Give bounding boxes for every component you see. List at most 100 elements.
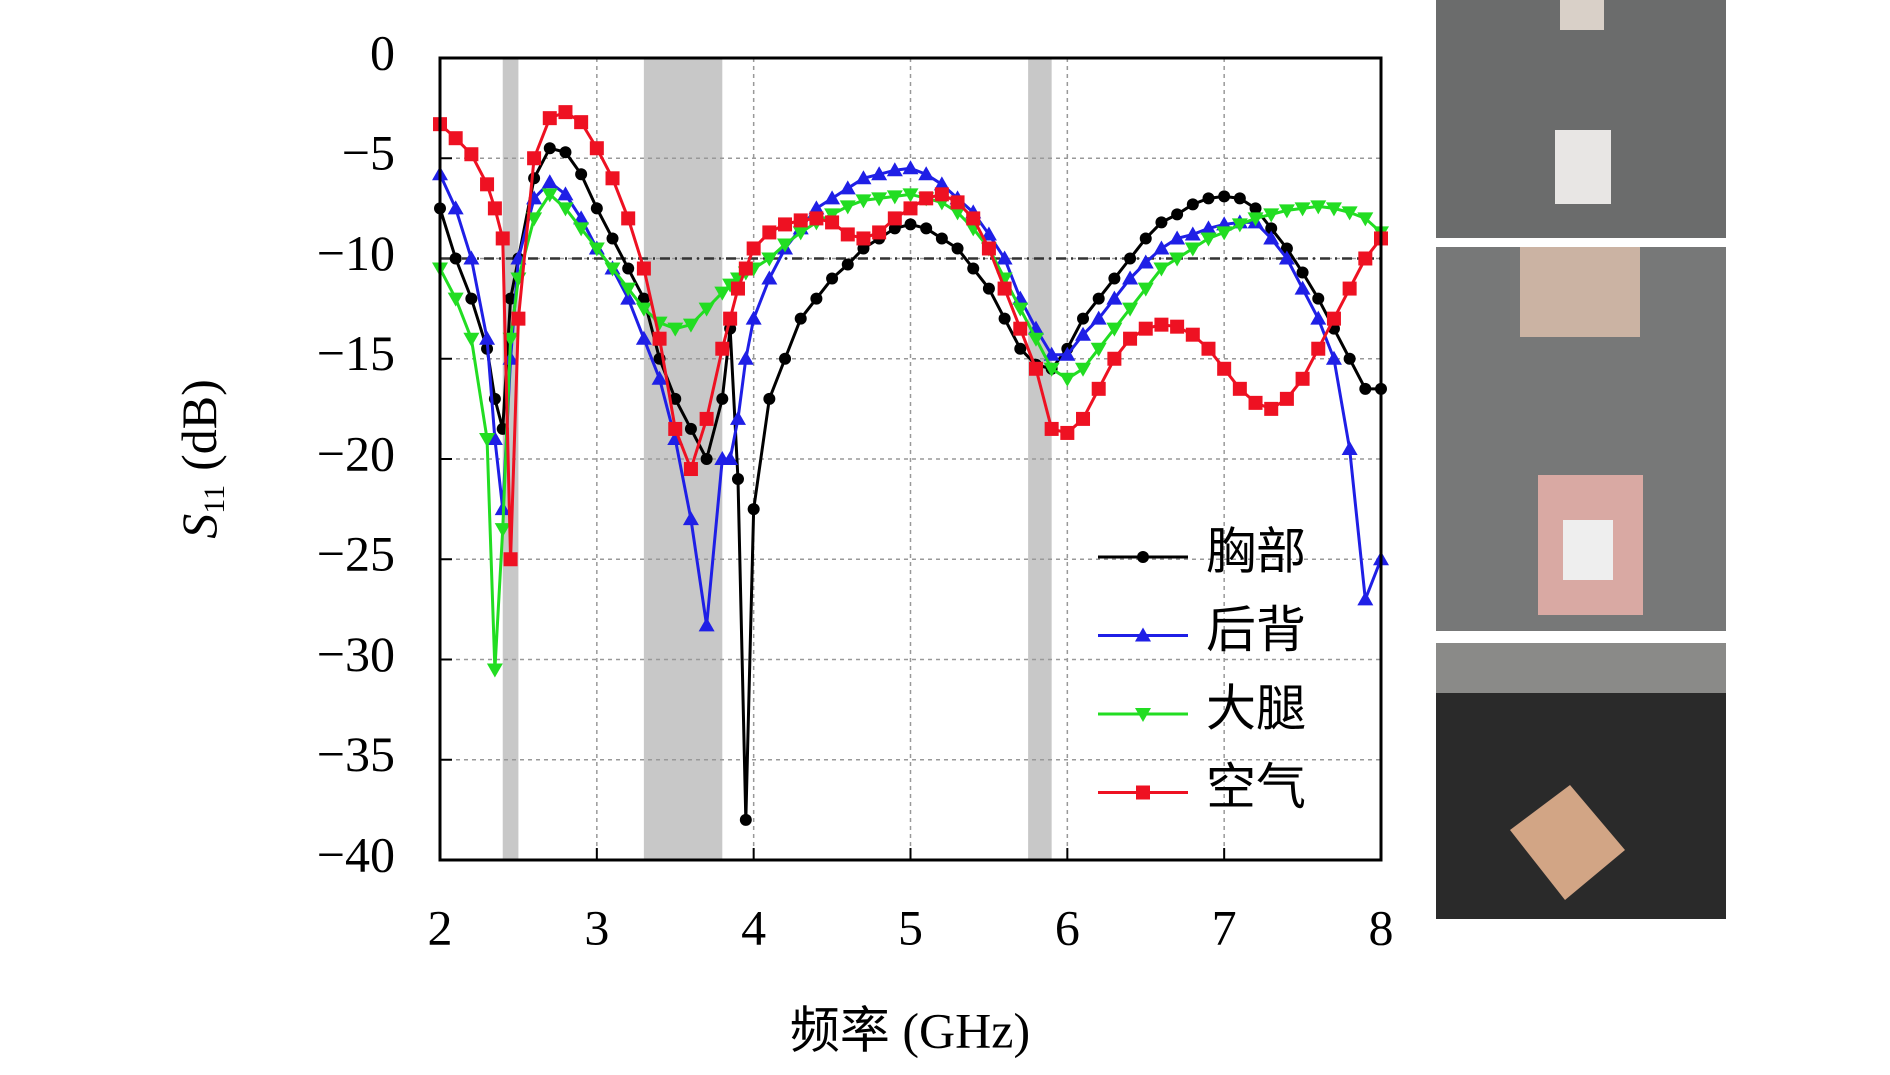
photo-neck [1520, 247, 1640, 337]
marker [1043, 346, 1060, 361]
marker [1279, 391, 1294, 406]
marker [933, 176, 950, 191]
marker [1059, 346, 1076, 361]
marker [606, 232, 619, 245]
marker [1135, 708, 1151, 722]
x-tick-label: 8 [1369, 899, 1394, 955]
marker [1138, 321, 1153, 336]
marker [1341, 440, 1358, 455]
marker [463, 332, 480, 347]
marker [997, 281, 1012, 296]
marker [447, 200, 464, 215]
marker [1124, 252, 1137, 265]
marker [967, 262, 980, 275]
marker [1264, 401, 1279, 416]
marker [1201, 341, 1216, 356]
marker [1028, 361, 1043, 376]
marker [747, 503, 760, 516]
marker [920, 222, 933, 235]
photo-antenna [1555, 130, 1611, 204]
marker [730, 281, 745, 296]
marker [871, 192, 888, 207]
marker [839, 180, 856, 195]
marker [463, 250, 480, 265]
marker [526, 212, 543, 227]
marker [857, 242, 870, 255]
marker [810, 292, 823, 305]
marker [1359, 382, 1372, 395]
marker [1092, 292, 1105, 305]
marker [449, 252, 462, 265]
marker [575, 168, 588, 181]
marker [998, 312, 1011, 325]
marker [620, 282, 637, 297]
marker [1216, 226, 1233, 241]
marker [1280, 242, 1293, 255]
marker [1043, 362, 1060, 377]
marker [698, 302, 715, 317]
x-tick-label: 5 [898, 899, 923, 955]
marker [904, 218, 917, 231]
marker [1185, 327, 1200, 342]
marker [700, 453, 713, 465]
marker [1012, 302, 1029, 317]
marker [793, 213, 808, 228]
marker [1184, 242, 1201, 257]
marker [621, 211, 636, 226]
marker [738, 261, 753, 276]
marker [479, 432, 496, 447]
x-tick-label: 6 [1055, 899, 1080, 955]
marker [996, 250, 1013, 265]
marker [1248, 395, 1263, 410]
marker [1154, 317, 1169, 332]
marker [652, 331, 667, 346]
marker [888, 222, 901, 235]
marker [950, 195, 965, 210]
legend-label: 胸部 [1206, 523, 1306, 579]
marker [1357, 212, 1374, 227]
marker [934, 187, 949, 202]
marker [503, 552, 518, 567]
marker [1200, 232, 1217, 247]
marker [731, 473, 744, 486]
marker [841, 258, 854, 271]
marker [808, 200, 825, 215]
marker [448, 131, 463, 146]
marker [559, 146, 572, 159]
marker [669, 392, 682, 405]
marker [1200, 220, 1217, 235]
marker [635, 302, 652, 317]
y-label-unit: (dB) [171, 379, 227, 471]
marker [982, 282, 995, 295]
marker [1169, 252, 1186, 267]
marker [588, 242, 605, 257]
marker [1090, 342, 1107, 357]
marker [486, 663, 503, 678]
marker [1294, 202, 1311, 217]
marker [683, 462, 698, 477]
marker [635, 330, 652, 345]
marker [651, 370, 668, 385]
marker [1343, 352, 1356, 365]
marker [1312, 292, 1325, 305]
marker [1155, 216, 1168, 229]
marker [981, 241, 996, 256]
marker [716, 392, 729, 405]
marker [1184, 226, 1201, 241]
marker [495, 231, 510, 246]
y-tick-label: 0 [370, 24, 395, 80]
marker [745, 310, 762, 325]
marker [1013, 321, 1028, 336]
marker [1325, 202, 1342, 217]
marker [682, 511, 699, 526]
marker [871, 166, 888, 181]
y-tick-label: −40 [317, 826, 395, 882]
series-line [438, 192, 1383, 670]
marker [1263, 230, 1280, 245]
marker [684, 422, 697, 435]
marker [739, 813, 752, 826]
marker [824, 190, 841, 205]
marker [605, 171, 620, 186]
photo-neck [1560, 0, 1604, 30]
